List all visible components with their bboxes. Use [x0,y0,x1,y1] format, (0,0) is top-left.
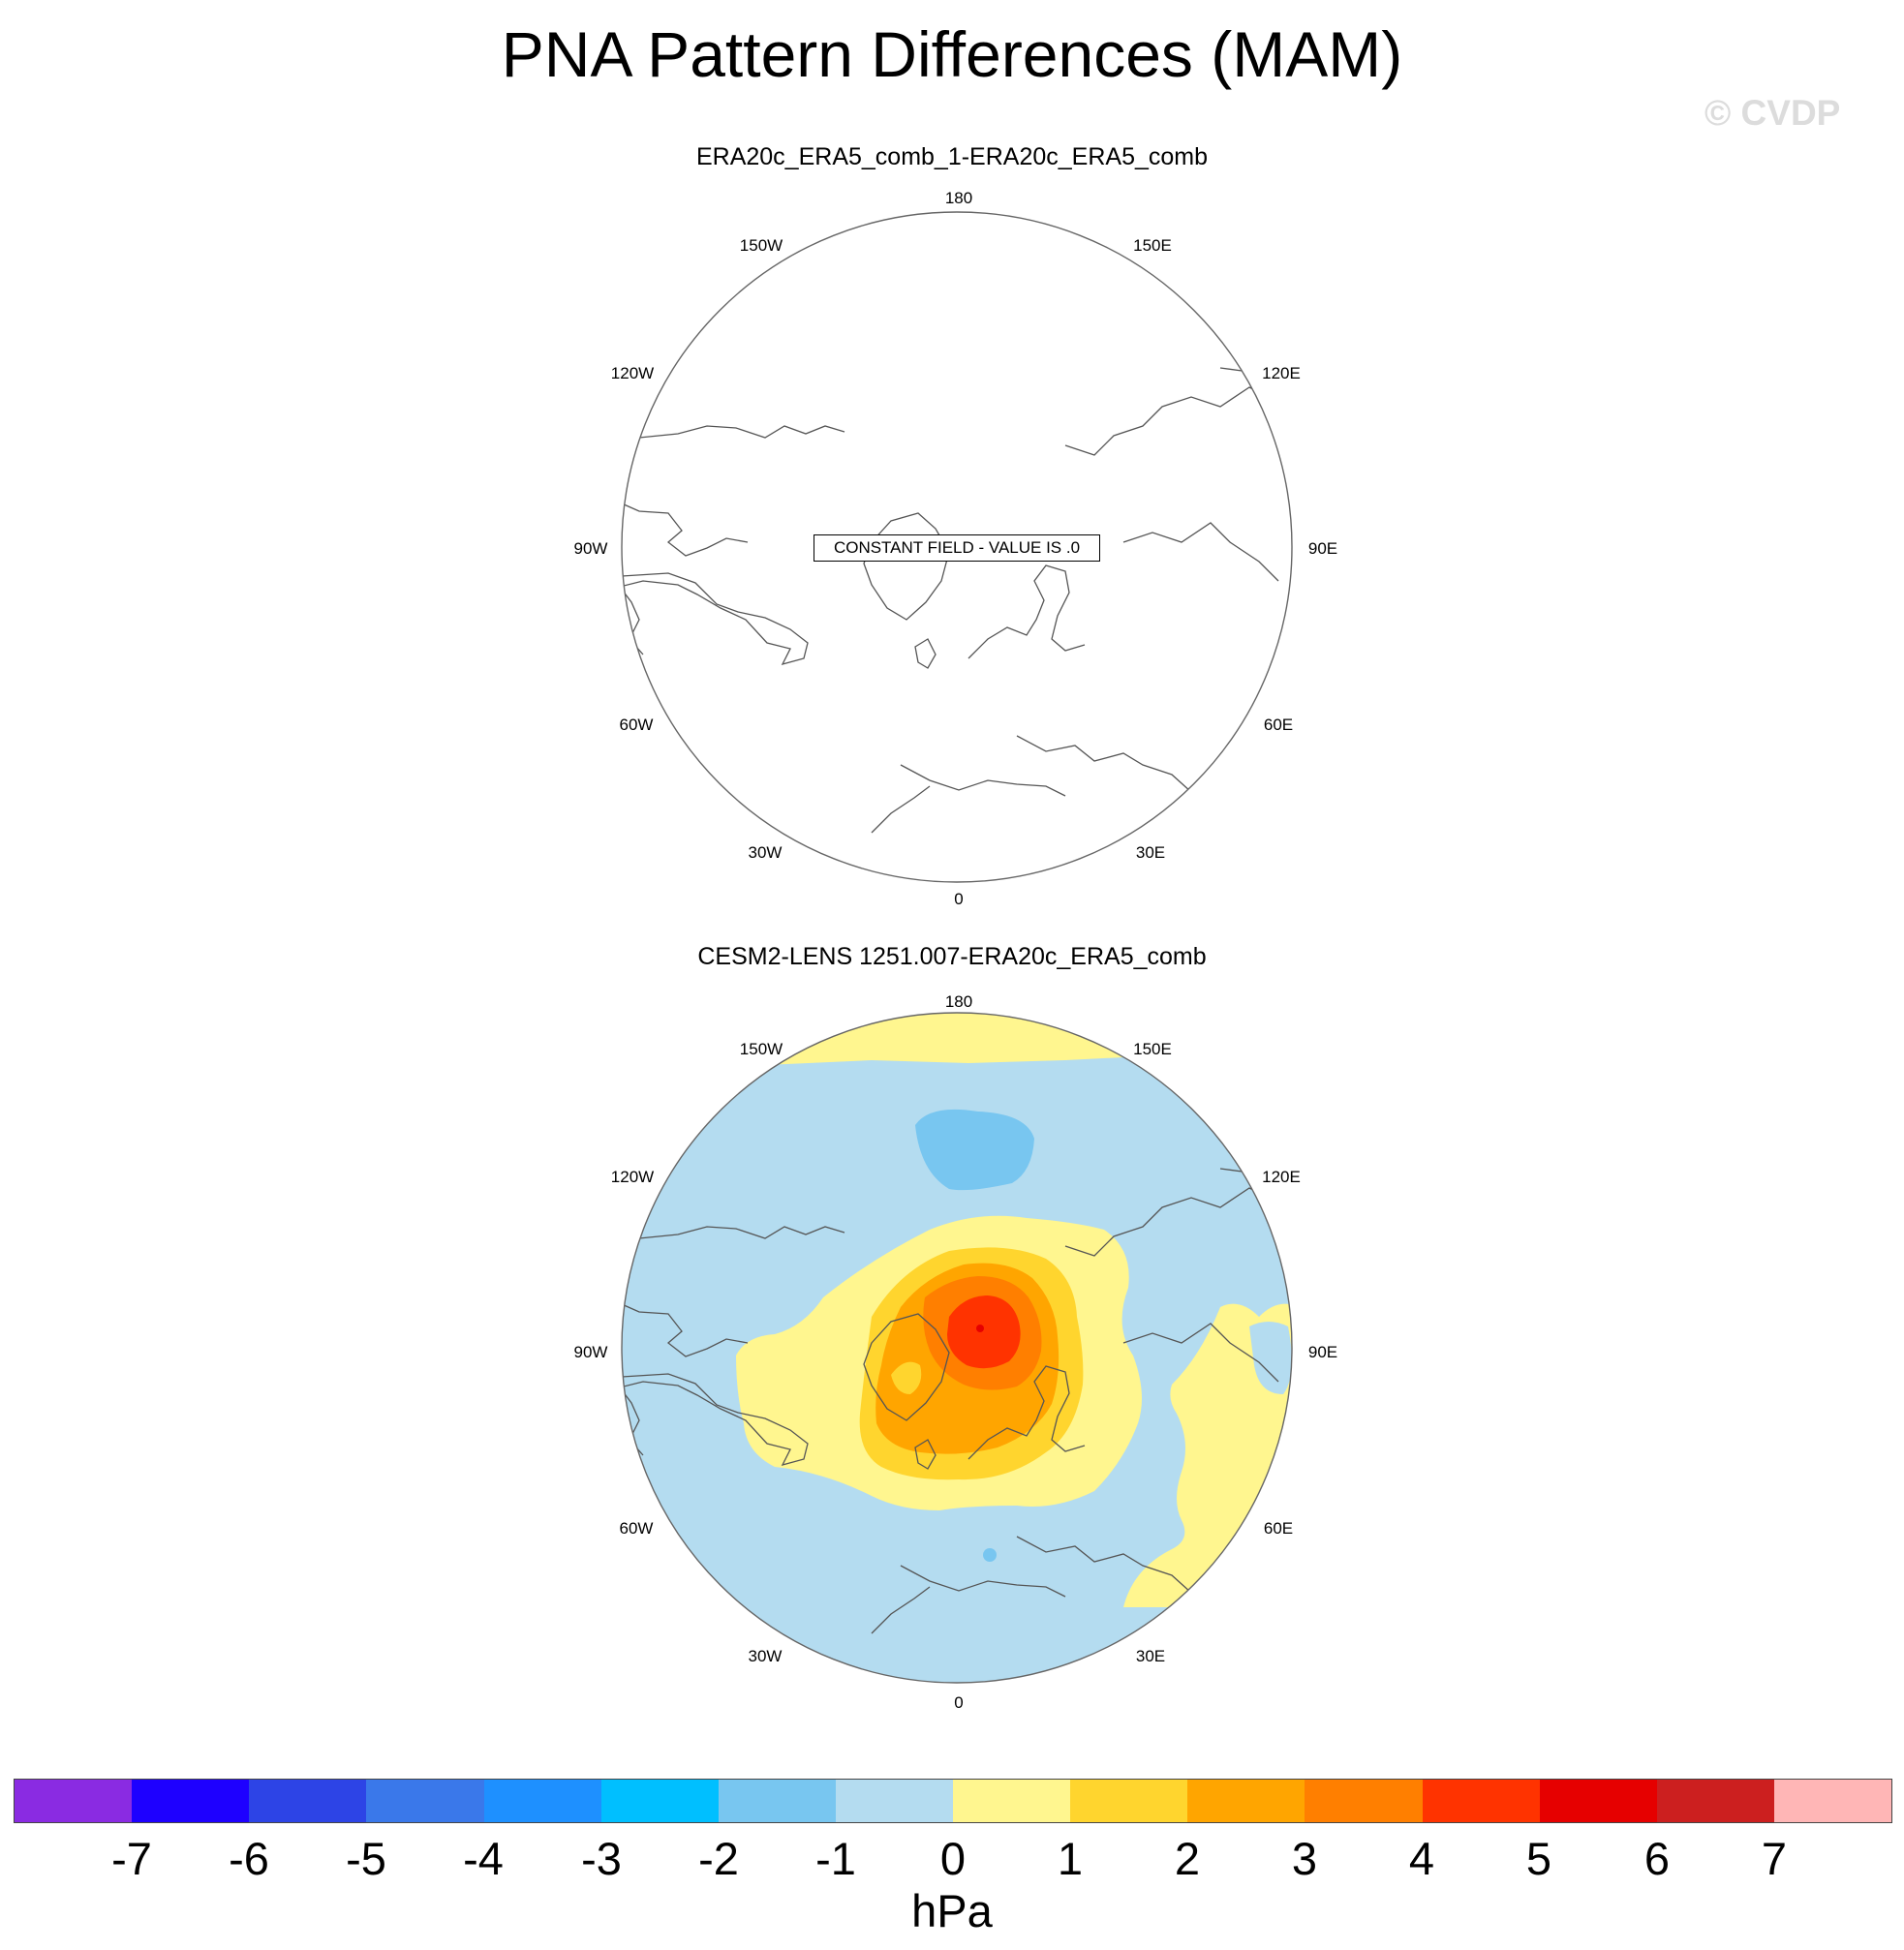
lon-label: 60W [619,1519,654,1538]
colorbar-tick-label: -3 [581,1833,622,1884]
lon-label: 90E [1307,539,1338,558]
lon-label: 0 [954,890,964,908]
maps-canvas [621,211,1293,1684]
lon-label: 180 [944,189,973,207]
colorbar-segment [1187,1780,1305,1822]
colorbar-tick-label: -6 [229,1833,269,1884]
colorbar-segment [249,1780,367,1822]
lon-label: 30E [1135,843,1166,862]
colorbar-tick-label: 0 [939,1833,967,1884]
contour-peak-point [976,1325,984,1332]
lon-label: 150E [1133,236,1172,255]
map-2-border [621,1012,1293,1684]
colorbar-segment [718,1780,836,1822]
lon-label: 60E [1263,1519,1294,1538]
lon-label: 120E [1262,1168,1301,1186]
lon-label: 60E [1263,716,1294,734]
colorbar-tick-label: 1 [1057,1833,1084,1884]
colorbar-segment [1305,1780,1423,1822]
contour-blue-med [983,1548,997,1562]
colorbar-segment [953,1780,1071,1822]
colorbar-segment [366,1780,484,1822]
colorbar-tick-label: 5 [1525,1833,1552,1884]
colorbar-tick-label: -2 [698,1833,739,1884]
colorbar-tick-label: 4 [1408,1833,1435,1884]
lon-label: 60W [619,716,654,734]
colorbar-tick-label: -5 [346,1833,386,1884]
colorbar-segment [15,1780,133,1822]
colorbar-segment [1656,1780,1774,1822]
lon-label: 0 [954,1693,964,1712]
colorbar-segment [835,1780,953,1822]
lon-label: 150W [739,1040,783,1058]
lon-label: 150W [739,236,783,255]
lon-label: 90E [1307,1343,1338,1361]
colorbar-segment [483,1780,601,1822]
colorbar [14,1779,1892,1823]
lon-label: 30W [748,843,783,862]
colorbar-segment [1539,1780,1657,1822]
figure-title: PNA Pattern Differences (MAM) [501,18,1403,90]
colorbar-segment [1422,1780,1540,1822]
lon-label: 120W [610,364,655,382]
lon-label: 150E [1133,1040,1172,1058]
lon-label: 120E [1262,364,1301,382]
colorbar-tick-label: 7 [1761,1833,1788,1884]
cvdp-watermark: © CVDP [1704,93,1841,133]
colorbar-tick-label: -1 [815,1833,856,1884]
colorbar-tick-label: -4 [463,1833,504,1884]
colorbar-segment [1773,1780,1891,1822]
panel-2-title: CESM2-LENS 1251.007-ERA20c_ERA5_comb [697,943,1207,970]
lon-label: 180 [944,992,973,1011]
colorbar-segment [132,1780,250,1822]
lon-label: 90W [573,539,608,558]
contour-orange-left [891,1361,922,1394]
colorbar-segment [600,1780,719,1822]
map-1-border [621,211,1293,883]
lon-label: 30E [1135,1647,1166,1665]
contour-red-max [947,1295,1021,1369]
colorbar-tick-label: -7 [111,1833,152,1884]
contour-blue-asia [1249,1322,1292,1394]
map-panel-2 [621,1012,1293,1684]
lon-label: 30W [748,1647,783,1665]
panel-1-title: ERA20c_ERA5_comb_1-ERA20c_ERA5_comb [695,143,1209,170]
contour-blue-low [915,1109,1034,1191]
colorbar-tick-label: 6 [1643,1833,1671,1884]
lon-label: 120W [610,1168,655,1186]
colorbar-tick-label: 3 [1291,1833,1318,1884]
lon-label: 90W [573,1343,608,1361]
constant-field-message: CONSTANT FIELD - VALUE IS .0 [814,534,1100,562]
colorbar-units: hPa [911,1885,993,1936]
colorbar-segment [1070,1780,1188,1822]
colorbar-tick-label: 2 [1174,1833,1201,1884]
